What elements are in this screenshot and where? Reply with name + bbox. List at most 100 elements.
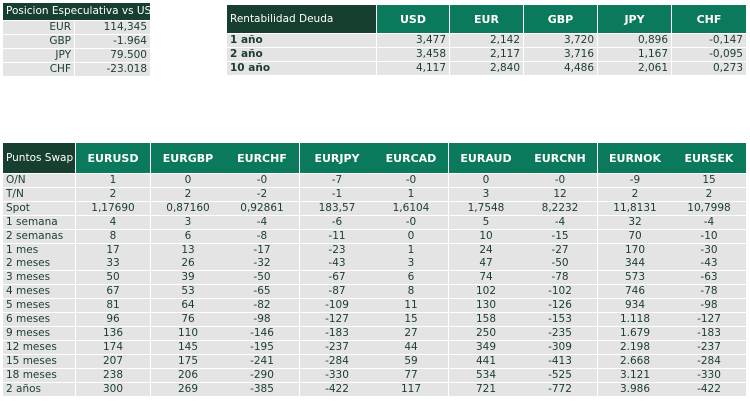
row-label: 1 mes — [3, 244, 75, 257]
cell-value: -330 — [300, 369, 374, 382]
cell-value: 158 — [449, 313, 523, 326]
cell-value: -385 — [225, 383, 299, 396]
row-label: EUR — [3, 21, 74, 34]
row-label: 5 meses — [3, 299, 75, 312]
cell-value: -195 — [225, 341, 299, 354]
cell-value: -11 — [300, 230, 374, 243]
cell-value: 4,486 — [524, 62, 597, 75]
cell-value: 0,92861 — [225, 202, 299, 215]
cell-value: -525 — [523, 369, 597, 382]
row-label: 1 semana — [3, 216, 75, 229]
cell-value: 145 — [151, 341, 225, 354]
cell-value: 3,720 — [524, 34, 597, 47]
cell-value: 2 — [672, 188, 746, 201]
cell-value: -290 — [225, 369, 299, 382]
cell-value: 67 — [76, 285, 150, 298]
cell-value: 0 — [449, 174, 523, 187]
cell-value: -65 — [225, 285, 299, 298]
row-label: 1 año — [227, 34, 376, 47]
row-label: 6 meses — [3, 313, 75, 326]
cell-value: -153 — [523, 313, 597, 326]
cell-value: 74 — [449, 271, 523, 284]
cell-value: -15 — [523, 230, 597, 243]
cell-value: -330 — [672, 369, 746, 382]
row-label: 4 meses — [3, 285, 75, 298]
cell-value: 27 — [374, 327, 448, 340]
cell-value: 11 — [374, 299, 448, 312]
table-title: Rentabilidad Deuda — [227, 5, 376, 33]
column-header: GBP — [524, 5, 597, 33]
cell-value: -23 — [300, 244, 374, 257]
cell-value: -127 — [672, 313, 746, 326]
cell-value: -98 — [672, 299, 746, 312]
cell-value: -422 — [300, 383, 374, 396]
cell-value: 50 — [76, 271, 150, 284]
cell-value: -127 — [300, 313, 374, 326]
cell-value: 1,7548 — [449, 202, 523, 215]
cell-value: 39 — [151, 271, 225, 284]
cell-value: -772 — [523, 383, 597, 396]
cell-value: 77 — [374, 369, 448, 382]
cell-value: -9 — [598, 174, 672, 187]
row-label: 3 meses — [3, 271, 75, 284]
cell-value: -4 — [672, 216, 746, 229]
cell-value: 47 — [449, 257, 523, 270]
cell-value: 10,7998 — [672, 202, 746, 215]
cell-value: -30 — [672, 244, 746, 257]
cell-value: 2,840 — [450, 62, 523, 75]
cell-value: 8,2232 — [523, 202, 597, 215]
cell-value: -413 — [523, 355, 597, 368]
row-label: 18 meses — [3, 369, 75, 382]
cell-value: -0,095 — [672, 48, 746, 61]
cell-value: 3 — [151, 216, 225, 229]
cell-value: -0,147 — [672, 34, 746, 47]
cell-value: 1 — [374, 244, 448, 257]
cell-value: 2 — [598, 188, 672, 201]
column-header: EURSEK — [672, 143, 746, 173]
row-label: JPY — [3, 49, 74, 62]
cell-value: 4 — [76, 216, 150, 229]
cell-value: -237 — [672, 341, 746, 354]
cell-value: 3 — [374, 257, 448, 270]
cell-value: 746 — [598, 285, 672, 298]
cell-value: 136 — [76, 327, 150, 340]
cell-value: 1,6104 — [374, 202, 448, 215]
cell-value: -284 — [300, 355, 374, 368]
cell-value: 24 — [449, 244, 523, 257]
cell-value: 2 — [76, 188, 150, 201]
cell-value: -237 — [300, 341, 374, 354]
row-label: 2 meses — [3, 257, 75, 270]
cell-value: 3 — [449, 188, 523, 201]
cell-value: 2.198 — [598, 341, 672, 354]
cell-value: 1 — [76, 174, 150, 187]
cell-value: 441 — [449, 355, 523, 368]
column-header: EURAUD — [449, 143, 523, 173]
cell-value: 12 — [523, 188, 597, 201]
cell-value: 175 — [151, 355, 225, 368]
row-label: 15 meses — [3, 355, 75, 368]
cell-value: 44 — [374, 341, 448, 354]
table-title: Puntos Swap — [3, 143, 75, 173]
cell-value: -27 — [523, 244, 597, 257]
cell-value: -7 — [300, 174, 374, 187]
cell-value: 2,142 — [450, 34, 523, 47]
cell-value: -67 — [300, 271, 374, 284]
cell-value: -50 — [523, 257, 597, 270]
column-header: CHF — [672, 5, 746, 33]
cell-value: 79.500 — [75, 49, 150, 62]
column-header: EUR — [450, 5, 523, 33]
column-header: EURJPY — [300, 143, 374, 173]
cell-value: 0 — [374, 230, 448, 243]
cell-value: -78 — [523, 271, 597, 284]
cell-value: 344 — [598, 257, 672, 270]
cell-value: -43 — [300, 257, 374, 270]
cell-value: -87 — [300, 285, 374, 298]
cell-value: 11,8131 — [598, 202, 672, 215]
column-header: JPY — [598, 5, 671, 33]
row-label: 2 años — [3, 383, 75, 396]
cell-value: -126 — [523, 299, 597, 312]
cell-value: 96 — [76, 313, 150, 326]
cell-value: 934 — [598, 299, 672, 312]
column-header: EURCNH — [523, 143, 597, 173]
